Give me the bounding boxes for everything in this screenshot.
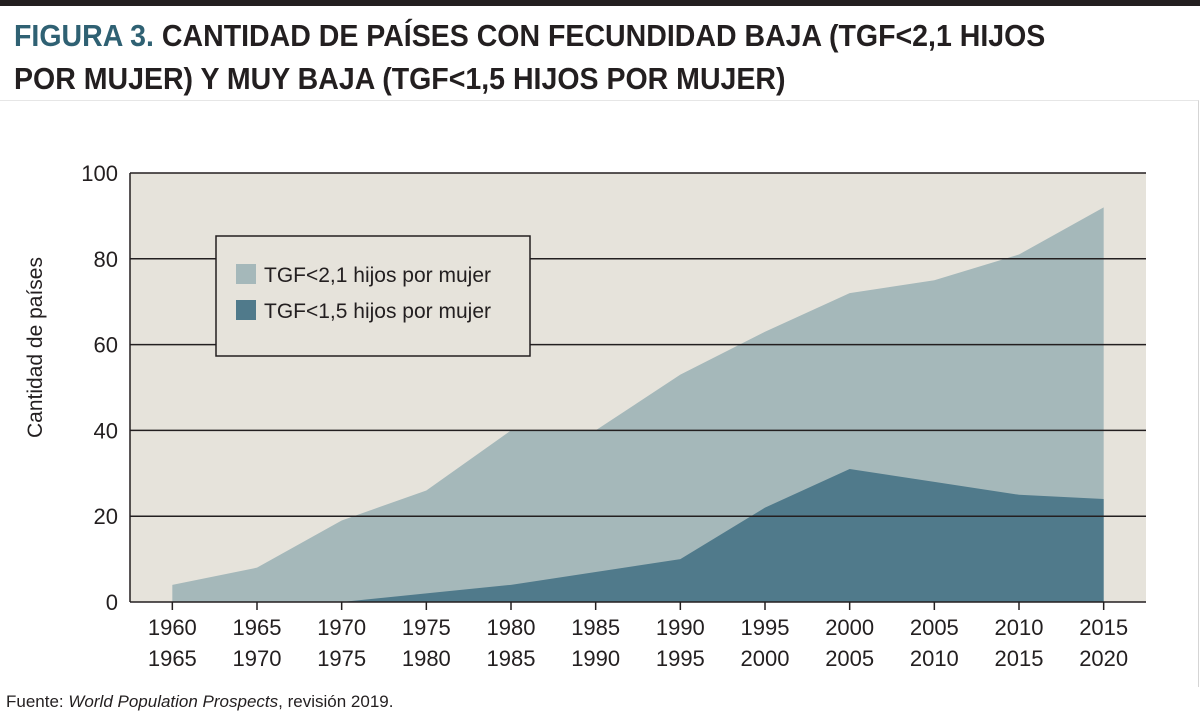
y-tick-label: 60 [94,333,118,358]
y-axis-title: Cantidad de países [24,257,47,438]
legend-label-very-low: TGF<1,5 hijos por mujer [264,300,491,323]
x-tick-label: 1965 1970 [233,615,282,671]
legend-swatch-low [236,264,256,284]
x-tick-label: 2005 2010 [910,615,959,671]
x-tick-label: 1975 1980 [402,615,451,671]
y-tick-label: 80 [94,247,118,272]
x-tick-label: 1980 1985 [487,615,536,671]
area-series-very-low [172,469,1104,602]
figure-number: FIGURA 3. [14,18,154,53]
x-tick-label: 2015 2020 [1079,615,1128,671]
legend: TGF<2,1 hijos por mujer TGF<1,5 hijos po… [215,235,531,357]
legend-swatch-very-low [236,300,256,320]
x-tick-label: 1970 1975 [317,615,366,671]
y-tick-label: 0 [106,590,118,615]
area-layer [172,207,1104,602]
source-title: World Population Prospects [68,692,279,711]
y-tick-label: 100 [81,161,118,186]
x-tick-label: 1990 1995 [656,615,705,671]
x-tick-label: 2010 2015 [995,615,1044,671]
x-tick-label: 1960 1965 [148,615,197,671]
chart-frame [0,100,1199,687]
axis-layer: 0 20 40 60 80 100 1960 1965 1965 1970 1970 1975 1975… [81,161,1146,671]
figure-title: FIGURA 3. CANTIDAD DE PAÍSES CON FECUNDI… [14,14,1090,100]
legend-label-low: TGF<2,1 hijos por mujer [264,264,491,287]
legend-box [215,235,531,357]
y-tick-label: 20 [94,504,118,529]
x-tick-label: 2000 2005 [825,615,874,671]
top-rule [0,0,1200,6]
figure-title-text: CANTIDAD DE PAÍSES CON FECUNDIDAD BAJA (… [14,18,1046,96]
y-tick-label: 40 [94,418,118,443]
x-tick-label: 1985 1990 [571,615,620,671]
source-prefix: Fuente: [6,692,69,711]
source-note: Fuente: World Population Prospects, revi… [6,692,393,712]
source-suffix: , revisión 2019. [278,692,394,711]
x-tick-label: 1995 2000 [741,615,790,671]
